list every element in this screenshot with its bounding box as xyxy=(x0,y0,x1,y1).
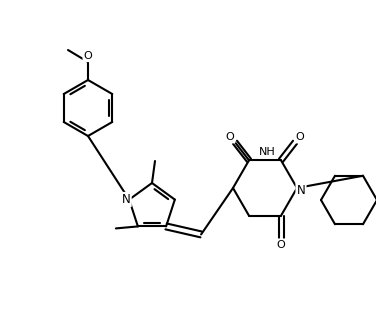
Text: O: O xyxy=(226,132,234,142)
Text: O: O xyxy=(226,132,234,142)
Text: NH: NH xyxy=(259,147,275,157)
Text: O: O xyxy=(83,51,92,61)
Text: O: O xyxy=(83,51,92,61)
Text: O: O xyxy=(277,240,285,250)
Text: O: O xyxy=(296,132,305,142)
Text: N: N xyxy=(121,195,129,204)
Text: O: O xyxy=(277,240,285,250)
Text: N: N xyxy=(297,183,305,196)
Text: O: O xyxy=(296,132,305,142)
Text: NH: NH xyxy=(259,147,275,157)
Text: N: N xyxy=(122,193,130,206)
Text: N: N xyxy=(297,185,305,195)
